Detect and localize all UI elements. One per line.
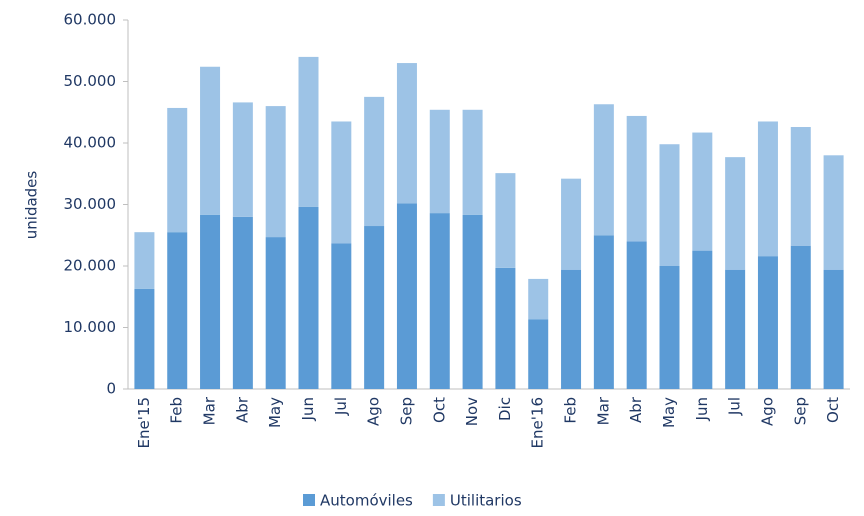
bar-segment (495, 173, 516, 268)
bar-segment (265, 106, 286, 238)
x-tick-label: Abr (233, 396, 251, 423)
x-tick-label: Jul (726, 397, 744, 416)
x-tick-label: Dic (496, 397, 514, 421)
x-tick-label: Nov (463, 397, 481, 426)
x-tick-label: Ene'16 (529, 397, 547, 448)
bar-segment (396, 203, 417, 389)
bar-segment (364, 96, 385, 227)
bar-segment (298, 206, 319, 389)
x-tick-label: Ago (758, 397, 776, 426)
bar-segment (429, 109, 450, 214)
x-tick-label: Jun (693, 397, 711, 421)
bar-segment (265, 237, 286, 389)
bar-segment (725, 269, 746, 389)
bar-segment (757, 256, 778, 389)
bar-segment (331, 121, 352, 244)
x-tick-label: Ene'15 (135, 397, 153, 448)
legend-swatch (432, 494, 445, 506)
bar-segment (561, 178, 582, 270)
y-tick-label: 60.000 (64, 11, 117, 29)
x-tick-label: Feb (562, 397, 580, 424)
x-tick-label: May (660, 397, 678, 428)
x-tick-label: Mar (201, 396, 219, 425)
bar-segment (364, 226, 385, 389)
bar-segment (232, 216, 253, 389)
y-tick-label: 40.000 (64, 134, 117, 152)
bar-segment (823, 155, 844, 270)
x-tick-label: Mar (594, 396, 612, 425)
y-tick-label: 10.000 (64, 318, 117, 336)
bar-segment (200, 214, 221, 389)
bar-segment (561, 269, 582, 389)
bar-segment (692, 132, 713, 251)
x-tick-label: Jul (332, 397, 350, 416)
bar-segment (298, 56, 319, 207)
bar-segment (593, 104, 614, 236)
x-tick-label: Jun (299, 397, 317, 421)
bar-segment (200, 66, 221, 215)
x-tick-label: May (266, 397, 284, 428)
bar-segment (462, 214, 483, 389)
bar-segment (757, 121, 778, 257)
y-axis-label: unidades (23, 171, 41, 240)
bar-segment (232, 102, 253, 217)
x-tick-label: Sep (397, 397, 415, 425)
bar-segment (331, 243, 352, 389)
bar-segment (790, 245, 811, 389)
bar-segment (626, 115, 647, 242)
bar-segment (429, 213, 450, 389)
x-tick-label: Ago (365, 397, 383, 426)
bar-segment (626, 241, 647, 389)
bar-segment (167, 107, 188, 233)
x-tick-label: Abr (627, 396, 645, 423)
bar-segment (692, 250, 713, 389)
legend-label: Automóviles (320, 492, 413, 510)
x-tick-label: Feb (168, 397, 186, 424)
bar-segment (396, 63, 417, 204)
bar-segment (167, 232, 188, 389)
x-tick-label: Sep (791, 397, 809, 425)
bar-segment (725, 157, 746, 270)
x-tick-label: Oct (430, 397, 448, 423)
bar-segment (134, 232, 155, 289)
legend-swatch (303, 494, 315, 506)
bar-segment (495, 267, 516, 389)
legend-label: Utilitarios (450, 492, 522, 510)
bar-segment (134, 288, 155, 389)
bar-segment (528, 278, 549, 320)
bar-segment (823, 269, 844, 389)
x-tick-label: Oct (824, 397, 842, 423)
bar-segment (790, 127, 811, 246)
y-tick-label: 50.000 (64, 72, 117, 90)
y-tick-label: 30.000 (64, 195, 117, 213)
bar-segment (593, 235, 614, 389)
y-tick-label: 20.000 (64, 257, 117, 275)
bar-segment (528, 319, 549, 389)
bar-segment (462, 109, 483, 215)
y-tick-label: 0 (106, 380, 116, 398)
bar-segment (659, 144, 680, 266)
bar-segment (659, 266, 680, 389)
